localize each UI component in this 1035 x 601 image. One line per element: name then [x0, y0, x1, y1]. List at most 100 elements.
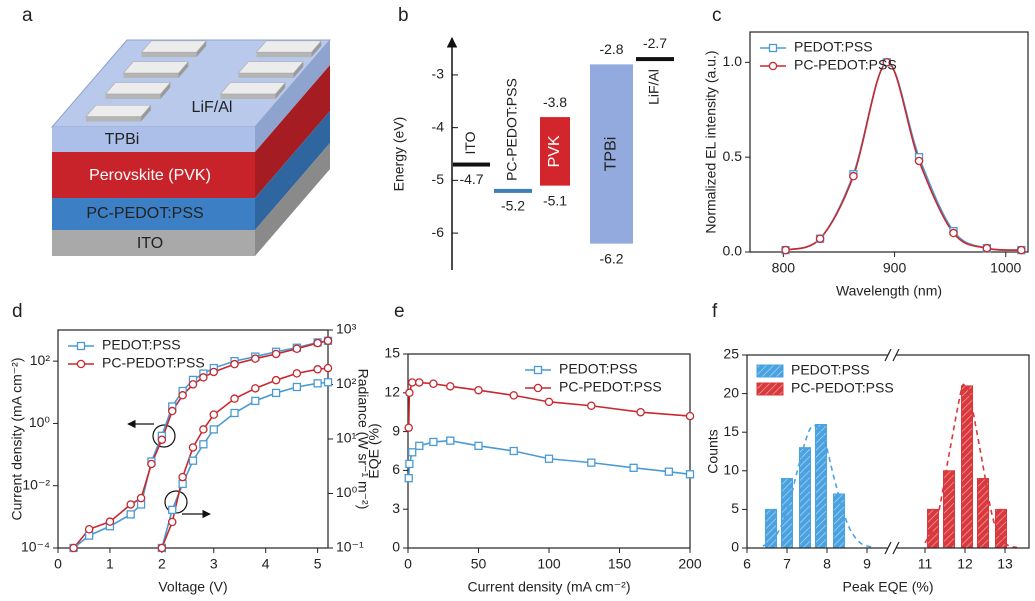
electrode-side [141, 52, 197, 58]
x-axis-label: Wavelength (nm) [836, 283, 942, 299]
series-line [785, 61, 1022, 251]
data-point [271, 349, 281, 359]
axis-break-mark [884, 541, 892, 555]
data-point [982, 243, 992, 253]
panel-label: d [12, 301, 23, 322]
y-tick-label: 12 [384, 384, 400, 400]
data-point [292, 382, 301, 392]
layer-ito [52, 230, 255, 256]
data-point [949, 228, 958, 238]
material-label: PC-PEDOT:PSS [504, 78, 520, 181]
data-point [230, 394, 239, 403]
data-point [313, 338, 322, 348]
y-axis-label: Energy (eV) [391, 117, 407, 192]
bar [943, 470, 955, 549]
level-label: -6.2 [599, 250, 623, 266]
plot-frame [749, 31, 1029, 253]
electrode-side [105, 93, 161, 99]
x-tick-label: 11 [918, 556, 933, 572]
axis-break-mark [892, 541, 900, 555]
electrode-side [86, 116, 141, 122]
side-face [255, 111, 330, 230]
y-tick-label: 3 [392, 500, 400, 516]
y-tick-label: 10² [30, 352, 51, 368]
layer-pvk [52, 152, 255, 198]
level-label: -2.7 [643, 35, 667, 51]
data-point [199, 425, 208, 434]
axis-break-gap [888, 545, 896, 551]
data-point [405, 459, 414, 469]
data-point [685, 470, 695, 479]
energy-level [453, 162, 490, 167]
electrode-side [160, 82, 171, 99]
energy-level [636, 57, 674, 62]
data-point [1017, 245, 1026, 255]
data-point [446, 382, 455, 391]
data-point [474, 441, 483, 450]
panel-label: e [394, 301, 405, 322]
x-tick-label: 800 [772, 260, 796, 276]
layer-pedot [52, 198, 255, 230]
x-tick-label: 100 [537, 556, 561, 572]
data-point [629, 463, 638, 472]
legend-swatch [756, 382, 784, 396]
x-tick-label: 8 [823, 556, 831, 572]
data-point [126, 500, 135, 509]
data-point [446, 436, 455, 445]
legend-label: PEDOT:PSS [794, 39, 873, 55]
x-tick-label: 13 [997, 556, 1013, 572]
fit-curve [924, 383, 1018, 549]
x-axis-label: Peak EQE (%) [842, 579, 933, 595]
axis-break-gap [888, 352, 896, 358]
data-point [271, 388, 281, 398]
energy-level [494, 188, 532, 193]
y2-tick-label: 10³ [336, 321, 357, 337]
data-point [685, 411, 695, 421]
legend-swatch [756, 364, 784, 378]
data-point [405, 388, 414, 398]
electrode [219, 82, 286, 95]
electrode-side [196, 40, 207, 58]
y-axis-label: EQE (%) [366, 423, 382, 478]
data-point [251, 384, 260, 393]
y-tick-label: 15 [723, 423, 739, 439]
electrode-side [293, 61, 304, 79]
y2-tick-label: 10⁰ [336, 484, 358, 500]
level-label: -2.8 [599, 41, 623, 57]
y-tick-label: 10 [723, 462, 739, 478]
y-tick-label: 0 [731, 539, 739, 555]
data-point [533, 365, 543, 375]
y-axis-label: Counts [705, 429, 721, 473]
y-tick-label: 25 [723, 346, 739, 362]
electrodes [85, 40, 322, 122]
x-tick-label: 1000 [990, 260, 1021, 276]
data-point [323, 363, 333, 373]
bar [781, 478, 793, 549]
electrode-side [311, 40, 322, 58]
legend-label: PEDOT:PSS [791, 362, 870, 378]
data-point [429, 379, 438, 388]
data-point [188, 380, 198, 389]
data-point [313, 379, 322, 388]
material-label: TPBi [603, 137, 620, 172]
panel-label: b [398, 5, 409, 26]
side-face [255, 143, 330, 256]
x-tick-label: 0 [404, 556, 412, 572]
data-point [407, 378, 417, 387]
data-point [849, 171, 858, 181]
legend-label: PEDOT:PSS [559, 361, 638, 377]
x-tick-label: 9 [863, 556, 871, 572]
y-tick-label: 9 [392, 422, 400, 438]
data-point [404, 474, 413, 483]
level-label: -5.1 [543, 192, 567, 208]
data-point [664, 467, 673, 476]
data-point [136, 493, 146, 503]
legend-label: PEDOT:PSS [102, 337, 181, 353]
data-point [76, 359, 86, 369]
data-point [533, 383, 543, 393]
electrode [237, 61, 304, 74]
electrode-side [256, 52, 312, 58]
data-point [147, 459, 156, 469]
x-tick-label: 5 [314, 556, 322, 572]
